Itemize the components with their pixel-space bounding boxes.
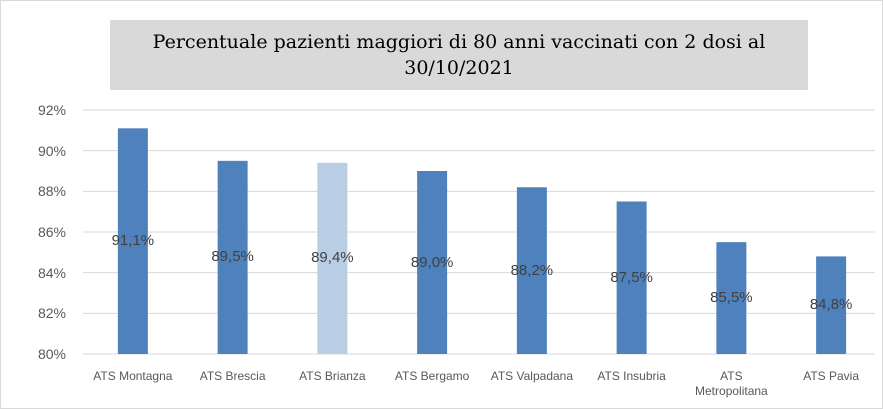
data-label: 89,5% xyxy=(211,248,254,266)
y-tick-label: 92% xyxy=(37,102,66,118)
bar xyxy=(117,128,148,354)
y-tick-label: 84% xyxy=(37,264,66,281)
x-tick-label: ATS Brianza xyxy=(299,369,366,383)
x-tick-label: ATS Brescia xyxy=(199,369,266,383)
data-label: 91,1% xyxy=(111,232,155,250)
y-tick-label: 80% xyxy=(37,346,66,362)
bar xyxy=(816,256,847,354)
data-label: 84,8% xyxy=(809,296,853,314)
bar xyxy=(417,171,448,354)
x-tick-label: ATS Valpadana xyxy=(490,369,574,383)
bar xyxy=(716,242,747,354)
data-label: 85,5% xyxy=(710,289,753,307)
y-tick-label: 82% xyxy=(37,305,66,322)
y-tick-label: 86% xyxy=(37,224,66,240)
chart-title: Percentuale pazienti maggiori di 80 anni… xyxy=(110,20,808,90)
x-tick-label: ATS Metropolitana xyxy=(695,369,768,398)
data-label: 89,0% xyxy=(410,253,454,271)
x-tick-label: ATS Montagna xyxy=(93,369,173,383)
x-tick-label: ATS Insubria xyxy=(597,369,666,383)
bar xyxy=(616,201,647,354)
y-tick-label: 90% xyxy=(37,142,66,159)
y-tick-label: 88% xyxy=(37,183,66,200)
bar xyxy=(317,162,348,354)
x-tick-label: ATS Pavia xyxy=(803,369,860,383)
bar xyxy=(516,187,547,354)
x-tick-label: ATS Bergamo xyxy=(394,369,470,383)
data-label: 87,5% xyxy=(610,268,653,286)
data-label: 89,4% xyxy=(311,249,354,267)
bar xyxy=(217,160,248,354)
data-label: 88,2% xyxy=(510,261,554,279)
